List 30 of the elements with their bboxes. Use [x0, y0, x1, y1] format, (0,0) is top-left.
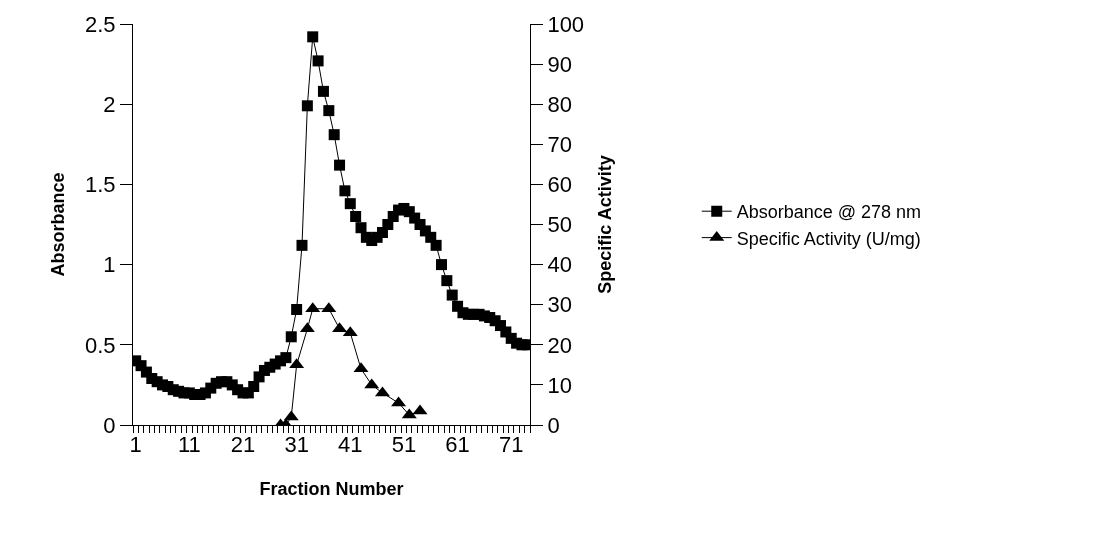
x-tick-label: 1 — [129, 432, 142, 458]
y-tick-label: 0.5 — [85, 332, 116, 358]
y-tick-label: 1 — [103, 252, 116, 278]
y2-tick-label: 0 — [547, 412, 560, 438]
y2-tick-label: 30 — [547, 292, 572, 318]
legend-label: Specific Activity (U/mg) — [736, 228, 921, 249]
y-tick-label: 2.5 — [85, 11, 116, 37]
y-tick-label: 2 — [103, 91, 116, 117]
y2-tick-label: 40 — [547, 252, 572, 278]
x-tick-label: 51 — [391, 432, 417, 458]
legend-label: Absorbance @ 278 nm — [736, 202, 922, 223]
x-tick-label: 11 — [177, 432, 201, 458]
y2-tick-label: 80 — [547, 91, 572, 117]
x-tick-label: 61 — [445, 432, 470, 458]
y2-axis-title: Specific Activity — [595, 155, 616, 294]
x-tick-label: 71 — [498, 432, 524, 458]
x-tick-label: 41 — [338, 432, 363, 458]
y2-tick-label: 60 — [547, 172, 572, 198]
y-axis-title: Absorbance — [48, 172, 69, 277]
y2-tick-label: 20 — [547, 332, 572, 358]
y2-tick-label: 90 — [547, 51, 572, 77]
y2-tick-label: 50 — [547, 212, 572, 238]
y-tick-label: 1.5 — [85, 172, 116, 198]
y2-tick-label: 100 — [547, 11, 585, 37]
y2-tick-label: 10 — [547, 372, 572, 398]
x-tick-label: 21 — [230, 432, 256, 458]
y-tick-label: 0 — [103, 412, 116, 438]
x-tick-label: 31 — [284, 432, 309, 458]
x-axis-title: Fraction Number — [259, 478, 404, 499]
y2-tick-label: 70 — [547, 132, 572, 157]
